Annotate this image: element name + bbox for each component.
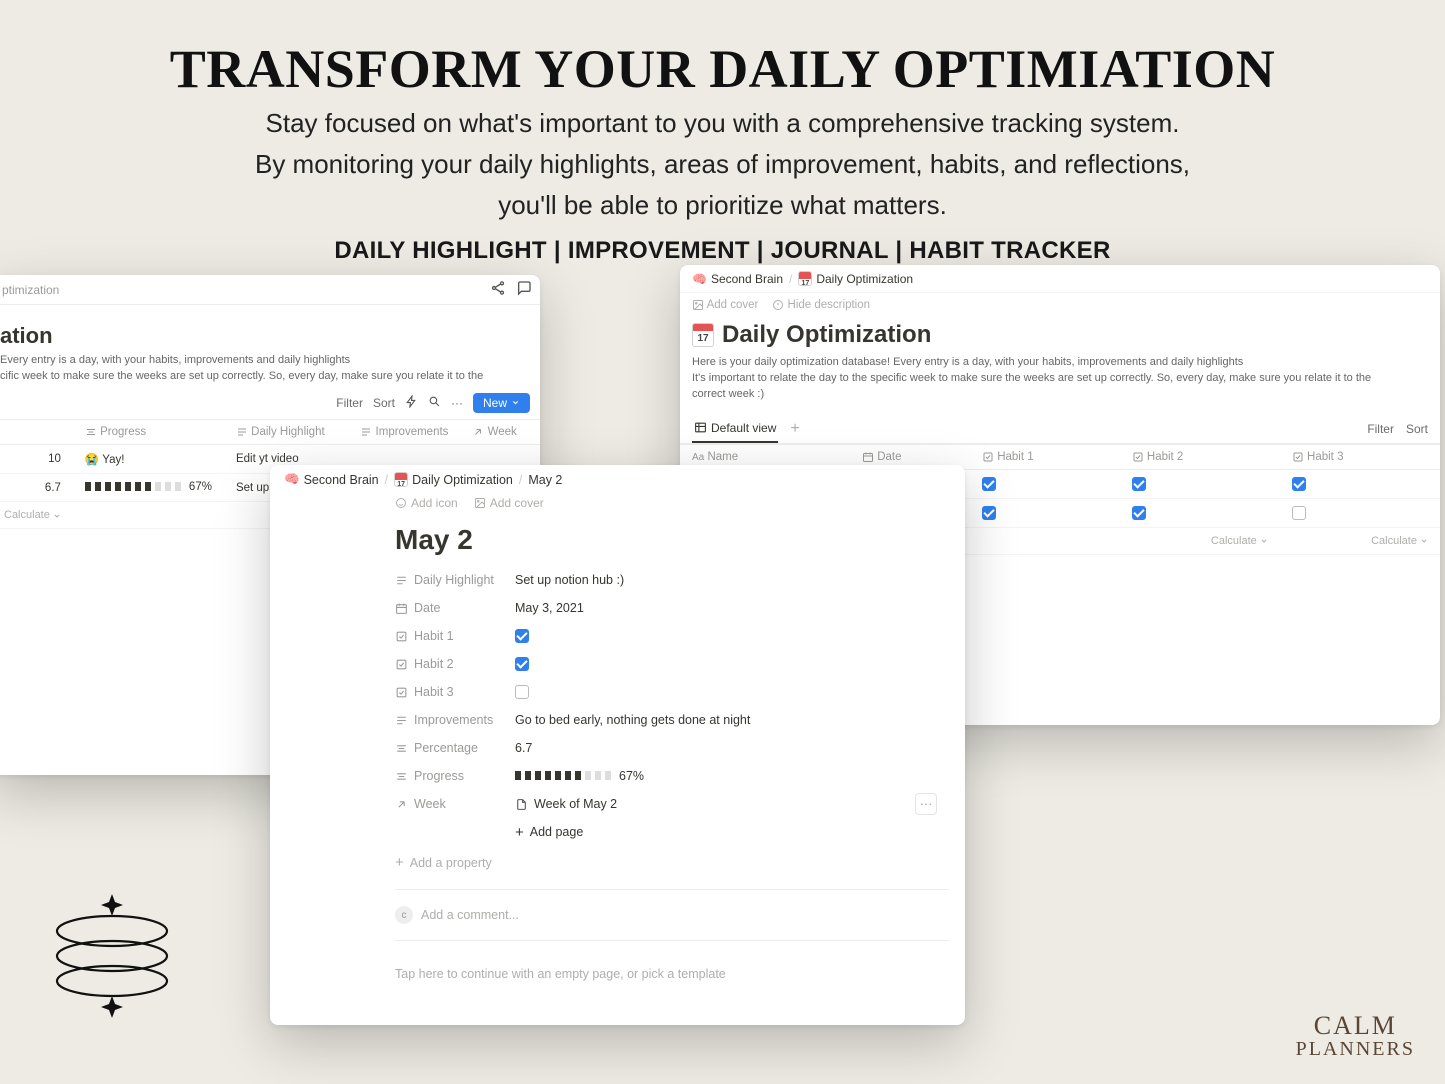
page-desc-1: Every entry is a day, with your habits, …: [0, 353, 540, 369]
add-page-button[interactable]: +Add page: [270, 818, 965, 846]
progress-bar: 67%: [85, 481, 212, 493]
checkbox-habit3[interactable]: [1292, 477, 1306, 491]
logo-icon: [42, 876, 182, 1026]
page-title-partial: ation: [0, 323, 540, 349]
filter-button[interactable]: Filter: [1367, 422, 1394, 436]
checkbox-habit3[interactable]: [515, 685, 529, 699]
col-week[interactable]: Week: [460, 419, 528, 444]
breadcrumb-root[interactable]: 🧠Second Brain: [284, 472, 379, 487]
avatar: c: [395, 906, 413, 924]
add-column-icon[interactable]: +: [529, 419, 540, 444]
hide-description-button[interactable]: Hide description: [772, 299, 870, 311]
calculate-button[interactable]: Calculate: [4, 509, 50, 521]
prop-date[interactable]: Date May 3, 2021: [270, 594, 965, 622]
calculate-button[interactable]: Calculate: [1371, 535, 1417, 547]
breadcrumb-partial[interactable]: ptimization: [2, 283, 59, 297]
prop-daily-highlight[interactable]: Daily Highlight Set up notion hub :): [270, 566, 965, 594]
add-comment-input[interactable]: c Add a comment...: [270, 900, 965, 930]
checkbox-habit3[interactable]: [1292, 506, 1306, 520]
col-progress[interactable]: Progress: [73, 419, 224, 444]
hero: TRANSFORM YOUR DAILY OPTIMIATION Stay fo…: [0, 0, 1445, 265]
brain-icon: 🧠: [284, 472, 300, 487]
more-button[interactable]: ···: [915, 793, 937, 815]
hero-sub-1: Stay focused on what's important to you …: [0, 106, 1445, 141]
prop-habit2[interactable]: Habit 2: [270, 650, 965, 678]
empty-page-hint[interactable]: Tap here to continue with an empty page,…: [270, 951, 965, 981]
checkbox-habit2[interactable]: [1132, 506, 1146, 520]
checkbox-habit1[interactable]: [515, 629, 529, 643]
divider: [395, 940, 949, 941]
brand-text: CALM PLANNERS: [1296, 1012, 1415, 1060]
calendar-icon: 17: [394, 472, 408, 487]
col-highlight[interactable]: Daily Highlight: [224, 419, 348, 444]
add-icon-button[interactable]: Add icon: [395, 496, 458, 510]
calendar-icon: 17: [692, 323, 714, 347]
page-title: Daily Optimization: [722, 321, 931, 349]
prop-percentage[interactable]: Percentage 6.7: [270, 734, 965, 762]
view-tab-default[interactable]: Default view: [692, 415, 778, 443]
sort-button[interactable]: Sort: [373, 396, 395, 410]
page-desc-3: correct week :): [692, 387, 1428, 403]
page-desc-2: cific week to make sure the weeks are se…: [0, 369, 540, 385]
more-icon[interactable]: ···: [451, 396, 463, 410]
breadcrumb-page[interactable]: 17Daily Optimization: [394, 472, 513, 487]
col-habit1[interactable]: Habit 1: [970, 444, 1120, 469]
brain-icon: 🧠: [692, 272, 707, 286]
col-habit2[interactable]: Habit 2: [1120, 444, 1280, 469]
checkbox-habit1[interactable]: [982, 477, 996, 491]
share-icon[interactable]: [490, 280, 506, 299]
col-habit3[interactable]: Habit 3: [1280, 444, 1440, 469]
new-button[interactable]: New: [473, 393, 530, 413]
add-cover-button[interactable]: Add cover: [474, 496, 544, 510]
breadcrumb-sub[interactable]: May 2: [528, 473, 562, 487]
hero-sub-3: you'll be able to prioritize what matter…: [0, 188, 1445, 223]
panel-center-detail: 🧠Second Brain / 17Daily Optimization / M…: [270, 465, 965, 1025]
search-icon[interactable]: [428, 395, 441, 411]
sort-button[interactable]: Sort: [1406, 422, 1428, 436]
hero-title: TRANSFORM YOUR DAILY OPTIMIATION: [0, 38, 1445, 100]
add-cover-button[interactable]: Add cover: [692, 299, 758, 311]
col-improvements[interactable]: Improvements: [348, 419, 460, 444]
hero-tags: DAILY HIGHLIGHT | IMPROVEMENT | JOURNAL …: [0, 237, 1445, 265]
calendar-icon: 17: [798, 271, 812, 286]
divider: [395, 889, 949, 890]
bolt-icon[interactable]: [405, 395, 418, 411]
page-title[interactable]: May 2: [270, 510, 965, 566]
progress-bar: 67%: [515, 769, 644, 783]
breadcrumb-root[interactable]: 🧠Second Brain: [692, 272, 783, 286]
add-property-button[interactable]: +Add a property: [270, 846, 965, 879]
prop-improvements[interactable]: Improvements Go to bed early, nothing ge…: [270, 706, 965, 734]
add-view-button[interactable]: +: [786, 420, 803, 438]
checkbox-habit1[interactable]: [982, 506, 996, 520]
filter-button[interactable]: Filter: [336, 396, 363, 410]
comment-icon[interactable]: [516, 280, 532, 299]
hero-sub-2: By monitoring your daily highlights, are…: [0, 147, 1445, 182]
prop-progress[interactable]: Progress 67%: [270, 762, 965, 790]
page-desc-1: Here is your daily optimization database…: [692, 355, 1428, 371]
page-desc-2: It's important to relate the day to the …: [692, 371, 1428, 387]
checkbox-habit2[interactable]: [515, 657, 529, 671]
prop-habit1[interactable]: Habit 1: [270, 622, 965, 650]
prop-week[interactable]: Week Week of May 2 ···: [270, 790, 965, 818]
calculate-button[interactable]: Calculate: [1211, 535, 1257, 547]
prop-habit3[interactable]: Habit 3: [270, 678, 965, 706]
checkbox-habit2[interactable]: [1132, 477, 1146, 491]
breadcrumb-page[interactable]: 17Daily Optimization: [798, 271, 913, 286]
